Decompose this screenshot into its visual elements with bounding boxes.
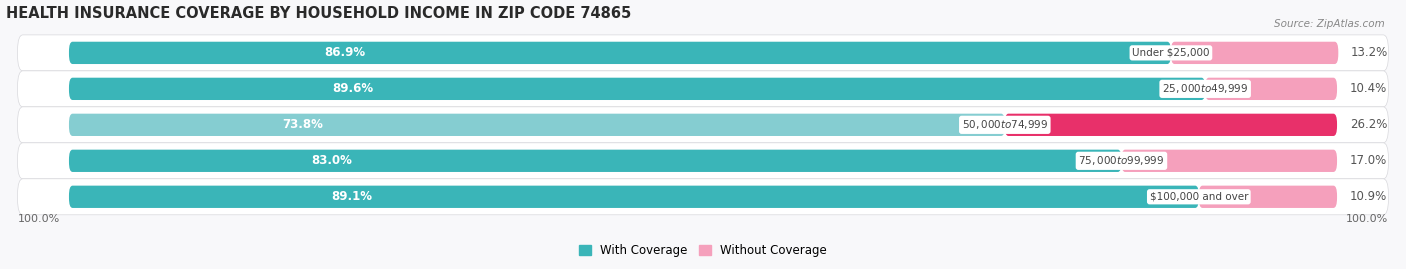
FancyBboxPatch shape [69,150,1122,172]
Text: 89.1%: 89.1% [330,190,373,203]
FancyBboxPatch shape [69,78,1205,100]
FancyBboxPatch shape [69,42,1171,64]
Text: 100.0%: 100.0% [18,214,60,224]
Text: 13.2%: 13.2% [1351,46,1388,59]
Text: 17.0%: 17.0% [1350,154,1386,167]
FancyBboxPatch shape [1205,78,1337,100]
FancyBboxPatch shape [69,114,1005,136]
Text: 83.0%: 83.0% [312,154,353,167]
Text: 86.9%: 86.9% [323,46,366,59]
FancyBboxPatch shape [1122,150,1337,172]
Text: 100.0%: 100.0% [1346,214,1388,224]
Text: 10.9%: 10.9% [1350,190,1386,203]
Text: 73.8%: 73.8% [283,118,323,131]
FancyBboxPatch shape [18,179,1388,215]
Text: 89.6%: 89.6% [332,82,374,95]
Text: Source: ZipAtlas.com: Source: ZipAtlas.com [1274,19,1385,29]
FancyBboxPatch shape [18,71,1388,107]
FancyBboxPatch shape [1171,42,1339,64]
Text: $75,000 to $99,999: $75,000 to $99,999 [1078,154,1164,167]
FancyBboxPatch shape [18,143,1388,179]
Text: $50,000 to $74,999: $50,000 to $74,999 [962,118,1047,131]
FancyBboxPatch shape [18,107,1388,143]
Text: $25,000 to $49,999: $25,000 to $49,999 [1161,82,1249,95]
FancyBboxPatch shape [1005,114,1337,136]
FancyBboxPatch shape [1199,186,1337,208]
FancyBboxPatch shape [69,186,1199,208]
Text: Under $25,000: Under $25,000 [1132,48,1209,58]
Text: $100,000 and over: $100,000 and over [1150,192,1249,202]
Text: 26.2%: 26.2% [1350,118,1388,131]
Text: 10.4%: 10.4% [1350,82,1386,95]
Legend: With Coverage, Without Coverage: With Coverage, Without Coverage [574,239,832,261]
FancyBboxPatch shape [18,35,1388,71]
Text: HEALTH INSURANCE COVERAGE BY HOUSEHOLD INCOME IN ZIP CODE 74865: HEALTH INSURANCE COVERAGE BY HOUSEHOLD I… [6,6,631,20]
